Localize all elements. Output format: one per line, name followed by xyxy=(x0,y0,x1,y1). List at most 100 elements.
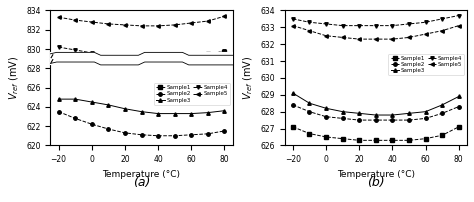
Line: Sample3: Sample3 xyxy=(57,97,226,115)
Sample1 xyxy=(323,136,329,138)
Sample4 xyxy=(390,24,395,27)
Sample2 xyxy=(89,123,95,125)
Sample2 xyxy=(439,112,445,115)
Sample4 xyxy=(373,24,379,27)
Sample4 xyxy=(155,57,161,60)
Sample4 xyxy=(423,21,428,23)
Sample2 xyxy=(307,110,312,113)
Sample3 xyxy=(89,101,95,103)
Sample5 xyxy=(290,24,296,27)
Sample2 xyxy=(373,119,379,121)
Sample3 xyxy=(56,98,62,100)
Sample2 xyxy=(323,116,329,118)
Sample2 xyxy=(290,104,296,106)
Sample5 xyxy=(323,35,329,37)
Sample2 xyxy=(423,117,428,120)
X-axis label: Temperature (°C): Temperature (°C) xyxy=(102,170,181,179)
Line: Sample2: Sample2 xyxy=(291,103,461,122)
Sample2 xyxy=(456,105,462,108)
Sample2 xyxy=(222,130,228,132)
Sample2 xyxy=(390,119,395,121)
Sample5 xyxy=(106,23,111,25)
Sample4 xyxy=(122,57,128,59)
Legend: Sample1, Sample2, Sample3, Sample4, Sample5: Sample1, Sample2, Sample3, Sample4, Samp… xyxy=(154,83,230,105)
Sample2 xyxy=(406,119,412,121)
Sample1 xyxy=(189,55,194,57)
Sample4 xyxy=(406,23,412,25)
Sample1 xyxy=(356,139,362,142)
Sample5 xyxy=(155,25,161,27)
Sample3 xyxy=(373,114,379,116)
Sample2 xyxy=(189,134,194,136)
Line: Sample5: Sample5 xyxy=(57,15,226,28)
Sample4 xyxy=(439,18,445,20)
Sample5 xyxy=(189,22,194,24)
Line: Sample3: Sample3 xyxy=(291,91,461,117)
Sample2 xyxy=(73,117,78,120)
Line: Sample4: Sample4 xyxy=(291,14,461,27)
Sample5 xyxy=(373,38,379,40)
Sample1 xyxy=(56,57,62,60)
Sample3 xyxy=(307,102,312,104)
Sample4 xyxy=(222,50,228,52)
Sample4 xyxy=(456,14,462,17)
Sample4 xyxy=(323,23,329,25)
Sample1 xyxy=(290,126,296,128)
Line: Sample2: Sample2 xyxy=(57,110,226,138)
Sample5 xyxy=(122,24,128,26)
Sample4 xyxy=(307,21,312,23)
Sample5 xyxy=(73,19,78,21)
Sample2 xyxy=(139,134,145,136)
Sample3 xyxy=(205,112,211,114)
Sample3 xyxy=(189,112,194,115)
Sample1 xyxy=(172,56,178,58)
Sample3 xyxy=(155,112,161,115)
Sample2 xyxy=(122,132,128,134)
Sample2 xyxy=(205,133,211,135)
Sample5 xyxy=(456,24,462,27)
Line: Sample1: Sample1 xyxy=(57,50,226,60)
Sample5 xyxy=(340,36,346,39)
Line: Sample5: Sample5 xyxy=(291,24,461,41)
Sample4 xyxy=(56,46,62,48)
Sample1 xyxy=(390,139,395,142)
Sample4 xyxy=(73,49,78,51)
Sample2 xyxy=(155,135,161,137)
Sample4 xyxy=(205,54,211,56)
Sample5 xyxy=(139,25,145,27)
Sample1 xyxy=(205,53,211,55)
Sample1 xyxy=(89,57,95,60)
Sample3 xyxy=(406,112,412,115)
Sample1 xyxy=(439,134,445,137)
Sample3 xyxy=(106,104,111,106)
Sample3 xyxy=(122,107,128,110)
Sample2 xyxy=(56,110,62,113)
Sample4 xyxy=(356,24,362,27)
Text: (b): (b) xyxy=(367,176,384,189)
Sample2 xyxy=(340,117,346,120)
Sample5 xyxy=(390,38,395,40)
Sample1 xyxy=(222,51,228,53)
Y-axis label: $V_{ref}$ (mV): $V_{ref}$ (mV) xyxy=(7,56,20,100)
Sample3 xyxy=(139,110,145,113)
Sample3 xyxy=(290,92,296,94)
Sample1 xyxy=(106,57,111,60)
Sample3 xyxy=(456,95,462,98)
X-axis label: Temperature (°C): Temperature (°C) xyxy=(337,170,415,179)
Sample1 xyxy=(307,132,312,135)
Sample1 xyxy=(73,57,78,60)
Sample1 xyxy=(139,57,145,60)
Sample5 xyxy=(406,36,412,39)
Sample4 xyxy=(189,57,194,59)
Sample5 xyxy=(222,15,228,17)
Sample3 xyxy=(340,110,346,113)
Sample3 xyxy=(172,112,178,115)
Sample5 xyxy=(89,21,95,23)
Sample4 xyxy=(89,52,95,54)
Sample1 xyxy=(122,57,128,60)
Sample1 xyxy=(423,137,428,140)
Sample4 xyxy=(340,24,346,27)
Sample3 xyxy=(390,114,395,116)
Sample3 xyxy=(323,107,329,109)
Sample5 xyxy=(439,29,445,32)
